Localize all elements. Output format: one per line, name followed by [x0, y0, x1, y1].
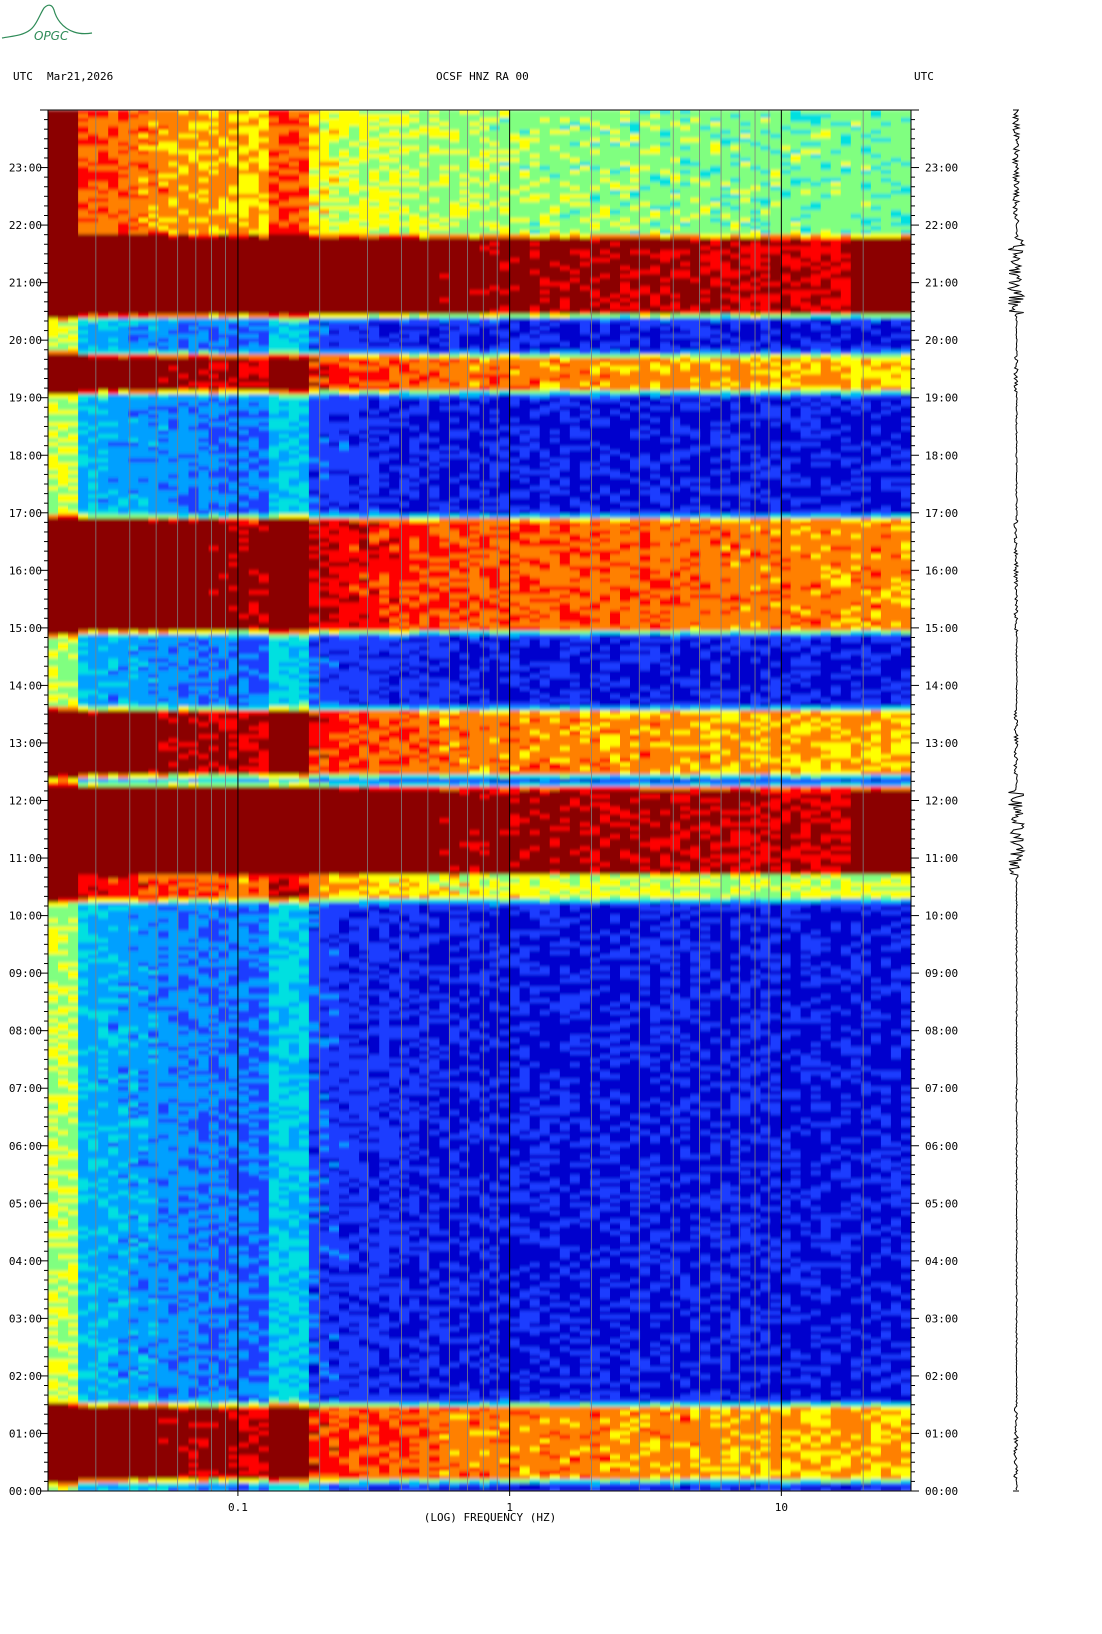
time-label-right: 01:00	[925, 1427, 958, 1440]
time-label-right: 00:00	[925, 1485, 958, 1498]
time-label-left: 17:00	[9, 507, 42, 520]
time-label-left: 19:00	[9, 392, 42, 405]
time-label-right: 02:00	[925, 1370, 958, 1383]
time-label-right: 03:00	[925, 1312, 958, 1325]
time-label-right: 21:00	[925, 277, 958, 290]
time-label-left: 05:00	[9, 1197, 42, 1210]
time-label-left: 23:00	[9, 162, 42, 175]
time-label-right: 23:00	[925, 162, 958, 175]
trace-line	[1006, 109, 1026, 1491]
time-label-left: 09:00	[9, 967, 42, 980]
frequency-gridlines	[47, 110, 912, 1491]
time-label-left: 06:00	[9, 1140, 42, 1153]
freq-tick-label: 0.1	[228, 1501, 248, 1514]
time-label-right: 17:00	[925, 507, 958, 520]
time-label-right: 12:00	[925, 795, 958, 808]
logo-text: OPGC	[34, 29, 69, 43]
time-label-right: 15:00	[925, 622, 958, 635]
x-axis-label: (LOG) FREQUENCY (HZ)	[424, 1511, 556, 1524]
frequency-axis-ticks: 0.1 1 10	[228, 1491, 788, 1514]
time-label-right: 05:00	[925, 1197, 958, 1210]
time-label-left: 15:00	[9, 622, 42, 635]
time-label-right: 22:00	[925, 219, 958, 232]
time-label-left: 14:00	[9, 679, 42, 692]
time-label-right: 07:00	[925, 1082, 958, 1095]
time-label-left: 10:00	[9, 910, 42, 923]
time-label-left: 12:00	[9, 795, 42, 808]
time-label-left: 21:00	[9, 277, 42, 290]
time-label-left: 02:00	[9, 1370, 42, 1383]
time-label-left: 04:00	[9, 1255, 42, 1268]
time-label-right: 14:00	[925, 679, 958, 692]
logo-volcano-icon	[1, 4, 93, 39]
time-label-left: 22:00	[9, 219, 42, 232]
time-label-left: 03:00	[9, 1312, 42, 1325]
header-left-timezone: UTC	[13, 70, 33, 83]
freq-tick-label: 10	[775, 1501, 788, 1514]
time-label-left: 08:00	[9, 1025, 42, 1038]
spectrogram-heatmap	[48, 110, 912, 1492]
time-label-right: 18:00	[925, 449, 958, 462]
time-label-right: 08:00	[925, 1025, 958, 1038]
seismic-trace	[1006, 109, 1026, 1492]
time-label-left: 07:00	[9, 1082, 42, 1095]
time-label-right: 09:00	[925, 967, 958, 980]
time-label-left: 16:00	[9, 564, 42, 577]
header-date: Mar21,2026	[47, 70, 114, 83]
time-label-right: 16:00	[925, 564, 958, 577]
time-label-left: 01:00	[9, 1427, 42, 1440]
time-label-right: 13:00	[925, 737, 958, 750]
header-right-timezone: UTC	[914, 70, 934, 83]
time-label-left: 13:00	[9, 737, 42, 750]
header-station: OCSF HNZ RA 00	[436, 70, 529, 83]
time-label-right: 10:00	[925, 910, 958, 923]
time-label-right: 19:00	[925, 392, 958, 405]
time-label-left: 18:00	[9, 449, 42, 462]
time-label-left: 20:00	[9, 334, 42, 347]
time-label-right: 06:00	[925, 1140, 958, 1153]
time-label-right: 11:00	[925, 852, 958, 865]
time-label-left: 00:00	[9, 1485, 42, 1498]
time-label-right: 20:00	[925, 334, 958, 347]
opgc-logo: OPGC	[1, 4, 93, 43]
freq-tick-label: 1	[506, 1501, 513, 1514]
time-label-right: 04:00	[925, 1255, 958, 1268]
time-axis-ticks: 00:00 00:00 01:00 01:00 02:00 02:00 03:00 03:00…	[9, 109, 958, 1498]
time-label-left: 11:00	[9, 852, 42, 865]
